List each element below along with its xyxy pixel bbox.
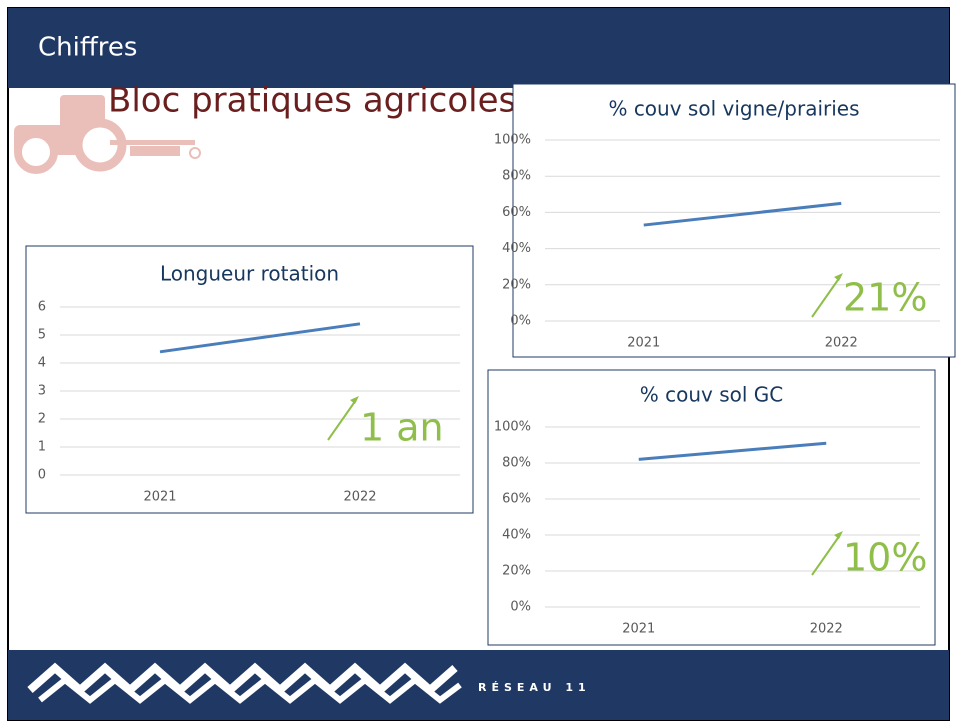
- y-tick-label: 6: [38, 300, 46, 315]
- y-tick-label: 5: [38, 328, 46, 343]
- y-tick-label: 60%: [502, 205, 531, 220]
- page: Chiffres Bloc pratiques agricoles RÉSEAU…: [0, 0, 956, 722]
- x-tick-label: 2021: [143, 490, 176, 505]
- x-tick-label: 2021: [622, 622, 655, 637]
- section-title: Bloc pratiques agricoles: [108, 81, 516, 121]
- y-tick-label: 1: [38, 440, 46, 455]
- chart-title: Longueur rotation: [160, 262, 339, 286]
- y-tick-label: 0%: [510, 600, 531, 615]
- y-tick-label: 0: [38, 468, 46, 483]
- header-title: Chiffres: [38, 33, 137, 63]
- x-tick-label: 2021: [627, 336, 660, 351]
- x-tick-label: 2022: [825, 336, 858, 351]
- y-tick-label: 4: [38, 356, 46, 371]
- y-tick-label: 80%: [502, 456, 531, 471]
- footer-brand: RÉSEAU 11: [478, 681, 591, 694]
- x-tick-label: 2022: [810, 622, 843, 637]
- annotation: 10%: [843, 536, 927, 580]
- chart-title: % couv sol GC: [640, 383, 784, 407]
- chart-title: % couv sol vigne/prairies: [608, 97, 859, 121]
- annotation: 1 an: [360, 406, 444, 450]
- y-tick-label: 20%: [502, 564, 531, 579]
- y-tick-label: 3: [38, 384, 46, 399]
- y-tick-label: 40%: [502, 241, 531, 256]
- annotation: 21%: [843, 276, 927, 320]
- slide: Chiffres Bloc pratiques agricoles RÉSEAU…: [0, 0, 956, 722]
- y-tick-label: 20%: [502, 277, 531, 292]
- chart-box: [488, 370, 935, 645]
- y-tick-label: 2: [38, 412, 46, 427]
- y-tick-label: 100%: [494, 133, 531, 148]
- x-tick-label: 2022: [343, 490, 376, 505]
- y-tick-label: 0%: [510, 314, 531, 329]
- y-tick-label: 60%: [502, 492, 531, 507]
- y-tick-label: 80%: [502, 169, 531, 184]
- chart-box: [26, 246, 473, 513]
- y-tick-label: 40%: [502, 528, 531, 543]
- y-tick-label: 100%: [494, 420, 531, 435]
- header-bar: [8, 8, 949, 88]
